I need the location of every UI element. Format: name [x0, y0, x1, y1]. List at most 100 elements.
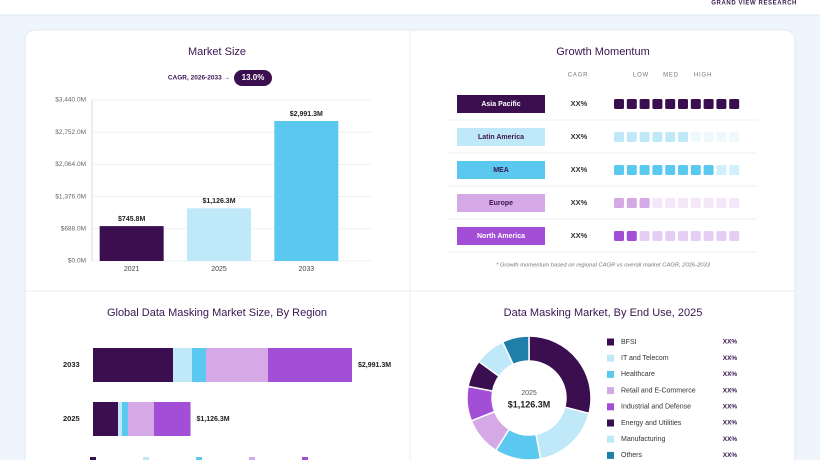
momentum-cells — [614, 99, 740, 109]
legend-value: XX% — [723, 387, 738, 394]
center-title: 2025 — [521, 390, 537, 397]
legend-swatch — [607, 419, 614, 427]
bar — [99, 226, 164, 261]
cagr-value: XX% — [571, 132, 588, 141]
category-label: 2025 — [63, 414, 80, 423]
y-tick-label: $688.0M — [61, 226, 86, 233]
momentum-cell — [703, 132, 714, 142]
momentum-cell — [678, 231, 688, 241]
momentum-cell — [703, 231, 714, 241]
momentum-cell — [729, 99, 740, 109]
chart-title: Data Masking Market, By End Use, 2025 — [504, 307, 703, 319]
momentum-cell — [652, 165, 663, 175]
value-label: $745.8M — [118, 216, 145, 223]
cagr-value: XX% — [571, 198, 588, 207]
bar-segment — [153, 402, 191, 436]
legend-label: Healthcare — [621, 371, 655, 378]
legend-swatch — [607, 403, 614, 411]
y-tick-label: $0.0M — [68, 258, 86, 265]
legend-swatch — [196, 457, 202, 460]
momentum-cell — [665, 132, 676, 142]
momentum-cell — [652, 198, 663, 208]
momentum-cell — [652, 132, 663, 142]
momentum-cell — [690, 99, 701, 109]
momentum-cell — [665, 99, 676, 109]
footnote: * Growth momentum based on regional CAGR… — [496, 263, 711, 269]
region-tag — [457, 95, 545, 113]
legend-swatch — [607, 451, 614, 459]
chart-title: Market Size — [188, 46, 246, 58]
momentum-cell — [665, 165, 676, 175]
column-header: CAGR — [568, 73, 589, 79]
legend-value: XX% — [723, 404, 738, 411]
bar-segment — [173, 348, 192, 382]
column-header: HIGH — [694, 73, 712, 79]
momentum-cell — [639, 198, 650, 208]
y-tick-label: $1,376.0M — [55, 193, 86, 200]
legend-label: Manufacturing — [621, 436, 665, 443]
center-value: $1,126.3M — [508, 399, 551, 409]
momentum-cell — [716, 165, 727, 175]
region-name: North America — [477, 233, 525, 240]
momentum-cell — [678, 165, 688, 175]
momentum-cell — [703, 165, 714, 175]
cagr-pill — [234, 70, 272, 86]
x-tick-label: 2033 — [299, 266, 315, 273]
legend-label: Industrial and Defense — [621, 404, 691, 411]
total-label: $1,126.3M — [197, 416, 230, 423]
momentum-cell — [729, 231, 740, 241]
cagr-value: XX% — [571, 231, 588, 240]
legend-value: XX% — [723, 339, 738, 346]
legend-swatch — [249, 457, 255, 460]
momentum-cell — [639, 231, 650, 241]
chart-title: Global Data Masking Market Size, By Regi… — [107, 307, 327, 319]
momentum-cell — [716, 132, 727, 142]
momentum-cell — [729, 165, 740, 175]
momentum-cell — [678, 99, 688, 109]
momentum-cell — [729, 132, 740, 142]
momentum-cell — [626, 198, 637, 208]
momentum-cell — [614, 99, 624, 109]
momentum-cells — [614, 231, 740, 241]
momentum-cell — [703, 198, 714, 208]
value-label: $2,991.3M — [290, 111, 323, 118]
bar-segment — [267, 348, 352, 382]
momentum-cell — [652, 231, 663, 241]
momentum-cell — [626, 132, 637, 142]
momentum-cell — [716, 231, 727, 241]
legend-value: XX% — [723, 420, 738, 427]
momentum-cell — [716, 198, 727, 208]
region-name: Asia Pacific — [481, 101, 520, 108]
momentum-cell — [690, 165, 701, 175]
legend-label: Retail and E-Commerce — [621, 387, 696, 394]
x-tick-label: 2021 — [124, 266, 140, 273]
momentum-cell — [639, 165, 650, 175]
y-tick-label: $2,064.0M — [55, 161, 86, 168]
momentum-cell — [652, 99, 663, 109]
legend-swatch — [302, 457, 308, 460]
chart-title: Growth Momentum — [556, 46, 650, 58]
legend-label: Others — [621, 452, 643, 459]
momentum-cells — [614, 198, 740, 208]
region-tag — [457, 161, 545, 179]
column-header: MED — [663, 73, 679, 79]
y-tick-label: $3,440.0M — [55, 97, 86, 104]
momentum-cell — [665, 231, 676, 241]
momentum-cell — [626, 99, 637, 109]
momentum-cell — [614, 198, 624, 208]
region-tag — [457, 128, 545, 146]
legend-value: XX% — [723, 371, 738, 378]
bar-segment — [127, 402, 154, 436]
legend-swatch — [90, 457, 96, 460]
momentum-cell — [690, 198, 701, 208]
legend-label: BFSI — [621, 339, 637, 346]
momentum-cell — [678, 198, 688, 208]
total-label: $2,991.3M — [358, 362, 391, 369]
momentum-cell — [703, 99, 714, 109]
momentum-cell — [639, 99, 650, 109]
bar — [274, 121, 339, 261]
y-tick-label: $2,752.0M — [55, 129, 86, 136]
region-name: MEA — [493, 167, 509, 174]
bar-segment — [205, 348, 268, 382]
bar — [187, 208, 251, 261]
